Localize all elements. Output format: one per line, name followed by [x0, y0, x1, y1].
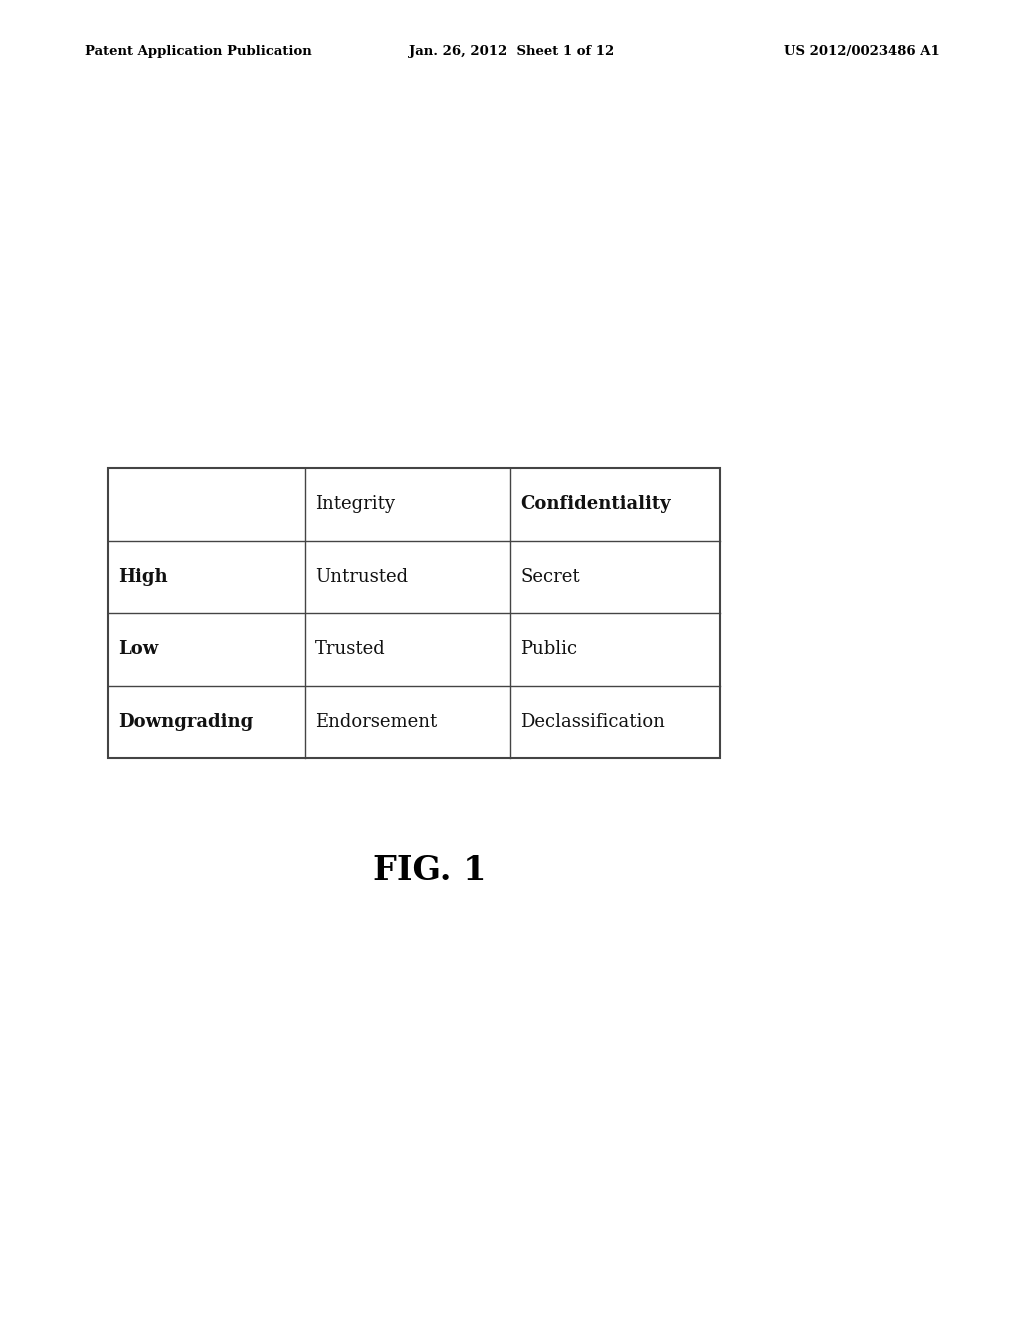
Text: Untrusted: Untrusted — [315, 568, 409, 586]
Text: Endorsement: Endorsement — [315, 713, 437, 731]
Text: Integrity: Integrity — [315, 495, 395, 513]
Bar — [108, 469, 720, 758]
Text: High: High — [118, 568, 168, 586]
Text: Declassification: Declassification — [520, 713, 665, 731]
Text: Patent Application Publication: Patent Application Publication — [85, 45, 311, 58]
Text: Confidentiality: Confidentiality — [520, 495, 671, 513]
Text: Trusted: Trusted — [315, 640, 386, 659]
Text: Secret: Secret — [520, 568, 580, 586]
Text: Low: Low — [118, 640, 159, 659]
Text: Jan. 26, 2012  Sheet 1 of 12: Jan. 26, 2012 Sheet 1 of 12 — [410, 45, 614, 58]
Text: Public: Public — [520, 640, 578, 659]
Text: Downgrading: Downgrading — [118, 713, 253, 731]
Text: US 2012/0023486 A1: US 2012/0023486 A1 — [784, 45, 940, 58]
Text: FIG. 1: FIG. 1 — [374, 854, 486, 887]
